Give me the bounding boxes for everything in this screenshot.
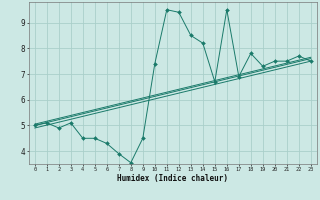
X-axis label: Humidex (Indice chaleur): Humidex (Indice chaleur) xyxy=(117,174,228,183)
